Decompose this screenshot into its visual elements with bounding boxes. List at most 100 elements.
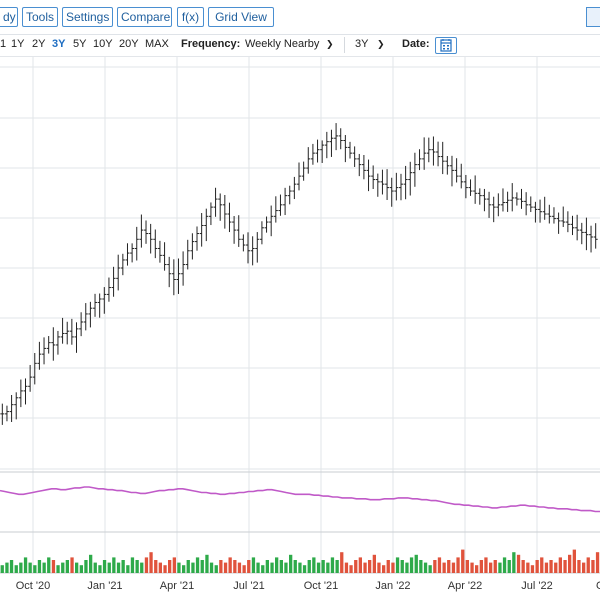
ohlc-bar (334, 123, 339, 151)
volume-bar (256, 562, 260, 573)
ohlc-bar (273, 196, 278, 223)
volume-bar (205, 554, 209, 573)
ohlc-bar (259, 221, 264, 245)
function-button[interactable]: f(x) (177, 7, 204, 27)
calendar-button[interactable] (435, 37, 457, 54)
ohlc-bar (269, 205, 274, 237)
range-1[interactable]: 1 (0, 38, 7, 50)
volume-bar (405, 562, 409, 573)
volume-bar (465, 560, 469, 573)
volume-bar (98, 565, 102, 573)
settings-button[interactable]: Settings (62, 7, 113, 27)
volume-bar (284, 562, 288, 573)
ohlc-bar (130, 243, 135, 263)
volume-bar (289, 554, 293, 573)
ohlc-bar (106, 277, 111, 302)
ohlc-bar (190, 233, 195, 260)
volume-bar (84, 560, 88, 573)
volume-bar (5, 562, 9, 573)
ohlc-bar (157, 240, 162, 263)
study-button[interactable]: dy (0, 7, 18, 27)
volume-bar (70, 557, 74, 573)
ohlc-bar (589, 225, 594, 253)
chevron-down-icon[interactable]: ❯ (377, 39, 385, 49)
volume-bar (377, 562, 381, 573)
ohlc-bar (398, 173, 403, 201)
ohlc-bar (440, 141, 445, 175)
tools-button[interactable]: Tools (22, 7, 58, 27)
grid-view-button[interactable]: Grid View (208, 7, 274, 27)
volume-bar (526, 562, 530, 573)
ohlc-bar (357, 153, 362, 177)
volume-bar (79, 565, 83, 573)
volume-bar (130, 557, 135, 573)
ohlc-bar (505, 191, 510, 212)
range-3y[interactable]: 3Y (52, 38, 66, 50)
volume-bar (544, 562, 549, 573)
ohlc-bar (412, 152, 417, 187)
ohlc-bar (385, 169, 390, 200)
chevron-down-icon[interactable]: ❯ (326, 39, 334, 49)
volume-bar (191, 562, 195, 573)
volume-bar (65, 560, 69, 573)
ohlc-bar (148, 223, 153, 254)
ohlc-bar (46, 336, 51, 354)
volume-bar (428, 565, 432, 573)
range-2y[interactable]: 2Y (32, 38, 46, 50)
ohlc-bar (88, 301, 93, 328)
volume-bar (340, 552, 344, 573)
ohlc-bar (83, 303, 88, 331)
ohlc-bar (584, 217, 589, 251)
volume-bar (163, 565, 167, 573)
x-tick-label: Jan '22 (375, 580, 410, 592)
volume-bar (302, 565, 307, 573)
ohlc-bar (167, 256, 172, 288)
range-5y[interactable]: 5Y (73, 38, 87, 50)
volume-bar (293, 560, 297, 573)
volume-bar (47, 557, 51, 573)
range-10y[interactable]: 10Y (93, 38, 113, 50)
toolbar-edge-button[interactable] (586, 7, 600, 27)
volume-bar (423, 562, 428, 573)
compare-button[interactable]: Compare (117, 7, 172, 27)
ohlc-bar (375, 173, 380, 197)
ohlc-bar (0, 403, 5, 425)
volume-bar (386, 560, 390, 573)
volume-bar (461, 549, 465, 573)
indicator-pane (0, 486, 600, 513)
volume-bar (279, 560, 283, 573)
volume-bar (247, 560, 251, 573)
volume-bar (335, 560, 339, 573)
volume-bar (275, 557, 279, 573)
range-1y[interactable]: 1Y (11, 38, 25, 50)
volume-bar (516, 554, 521, 573)
price-chart[interactable]: Oct '20 Jan '21 Apr '21 Jul '21 Oct '21 Jan '… (0, 57, 600, 600)
volume-bar (391, 562, 395, 573)
ohlc-bar (570, 215, 575, 236)
volume-bar (344, 562, 349, 573)
ohlc-bar (565, 211, 570, 233)
ohlc-bar (426, 137, 431, 163)
ohlc-bar (250, 236, 255, 266)
period-select[interactable]: 3Y (355, 38, 369, 50)
ohlc-bar (579, 222, 584, 245)
volume-bar (9, 560, 14, 573)
range-20y[interactable]: 20Y (119, 38, 139, 50)
divider (344, 37, 345, 53)
ohlc-bar (199, 213, 204, 247)
volume-bar (363, 562, 367, 573)
ohlc-bar (74, 322, 79, 353)
volume-bar (484, 557, 488, 573)
frequency-select[interactable]: Weekly Nearby (245, 38, 320, 50)
range-max[interactable]: MAX (145, 38, 169, 50)
volume-bar (395, 557, 400, 573)
x-tick-label: O (596, 580, 600, 592)
ohlc-bar (28, 364, 33, 392)
volume-bar (228, 557, 232, 573)
calendar-icon (440, 39, 452, 52)
ohlc-bar (533, 201, 538, 223)
volume-bar (586, 557, 590, 573)
ohlc-bar (185, 239, 190, 270)
volume-bar (265, 560, 269, 573)
volume-bar (409, 557, 414, 573)
